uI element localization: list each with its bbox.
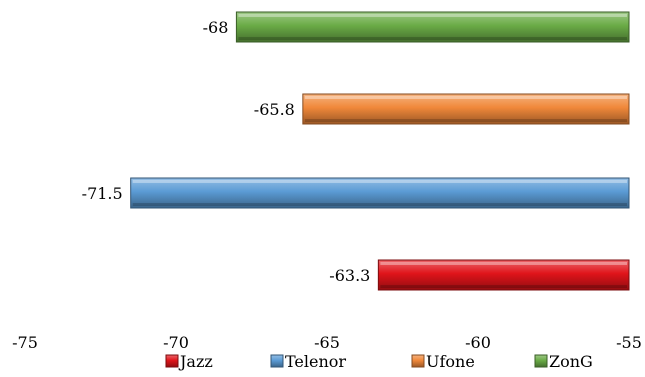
bar-telenor-body — [130, 177, 630, 209]
data-labels-group: -68 -65.8 -71.5 -63.3 — [82, 18, 371, 285]
data-label-jazz: -63.3 — [329, 266, 370, 285]
bar-jazz-shade — [380, 285, 627, 288]
bars-group — [130, 11, 630, 291]
x-tick-label: -70 — [163, 333, 189, 352]
data-label-zong: -68 — [203, 18, 229, 37]
bar-zong-highlight — [238, 14, 627, 17]
x-axis-ticks: -75 -70 -65 -60 -55 — [12, 333, 642, 352]
bar-telenor — [130, 177, 630, 209]
bar-telenor-shade — [132, 203, 627, 206]
bar-zong-body — [235, 11, 630, 43]
x-tick-label: -65 — [314, 333, 340, 352]
legend-label-jazz: Jazz — [178, 352, 213, 371]
legend-item-ufone[interactable]: Ufone — [411, 352, 475, 371]
bar-jazz — [377, 259, 630, 291]
legend-item-telenor[interactable]: Telenor — [270, 352, 346, 371]
bar-jazz-body — [377, 259, 630, 291]
bar-jazz-highlight — [380, 262, 627, 265]
legend-item-jazz[interactable]: Jazz — [165, 352, 213, 371]
legend-swatch-ufone — [411, 354, 425, 368]
legend-swatch-jazz — [165, 354, 179, 368]
bar-ufone — [302, 93, 630, 125]
bar-zong-shade — [238, 37, 627, 40]
legend-label-telenor: Telenor — [285, 352, 346, 371]
bar-zong — [235, 11, 630, 43]
legend-label-ufone: Ufone — [426, 352, 475, 371]
x-tick-label: -75 — [12, 333, 38, 352]
bar-ufone-body — [302, 93, 630, 125]
x-tick-label: -60 — [465, 333, 491, 352]
bar-ufone-highlight — [304, 96, 627, 99]
data-label-telenor: -71.5 — [82, 184, 123, 203]
x-tick-label: -55 — [616, 333, 642, 352]
bar-telenor-highlight — [132, 180, 627, 183]
data-label-ufone: -65.8 — [254, 100, 295, 119]
legend-swatch-telenor — [270, 354, 284, 368]
legend-swatch-zong — [534, 354, 548, 368]
bar-ufone-shade — [304, 119, 627, 122]
legend[interactable]: Jazz Telenor Ufone ZonG — [165, 352, 593, 371]
legend-item-zong[interactable]: ZonG — [534, 352, 593, 371]
legend-label-zong: ZonG — [549, 352, 593, 371]
